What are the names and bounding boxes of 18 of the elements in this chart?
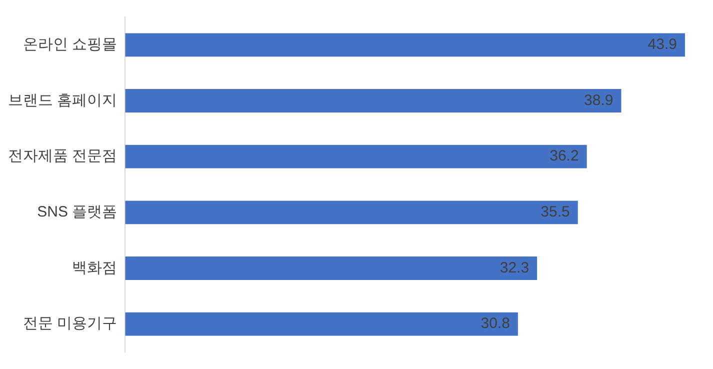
data-label: 30.8 bbox=[480, 315, 510, 332]
data-label: 36.2 bbox=[550, 148, 579, 165]
y-tick-label: 브랜드 홈페이지 bbox=[8, 92, 118, 109]
bar bbox=[125, 256, 538, 280]
y-tick-label: 전문 미용기구 bbox=[22, 315, 118, 332]
bar bbox=[125, 200, 578, 224]
data-label: 32.3 bbox=[500, 259, 530, 276]
bar bbox=[125, 144, 587, 168]
bar bbox=[125, 89, 622, 112]
bar bbox=[125, 33, 685, 57]
data-label: 35.5 bbox=[540, 204, 570, 221]
y-tick-label: 온라인 쇼핑몰 bbox=[22, 36, 118, 54]
data-label: 38.9 bbox=[584, 92, 614, 109]
y-tick-label: SNS 플랫폼 bbox=[37, 204, 118, 221]
data-label: 43.9 bbox=[648, 36, 677, 54]
y-tick-label: 백화점 bbox=[72, 259, 118, 276]
y-tick-label: 전자제품 전문점 bbox=[8, 148, 118, 165]
bar bbox=[125, 312, 518, 336]
